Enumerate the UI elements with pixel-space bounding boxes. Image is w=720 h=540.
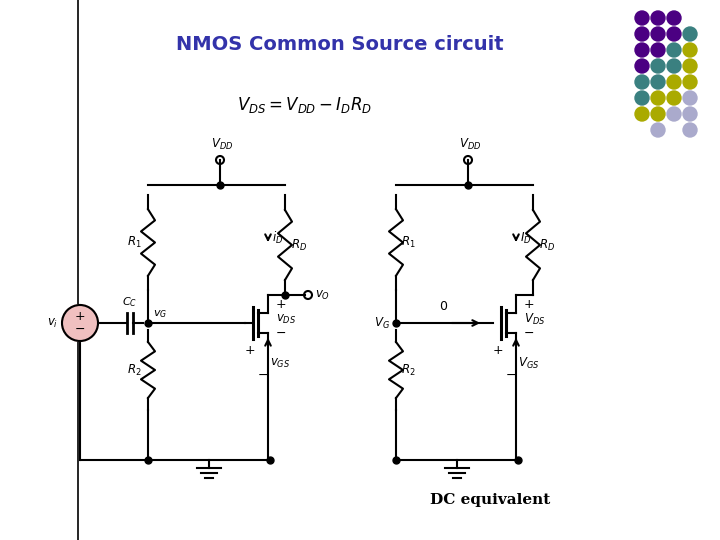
Circle shape [635, 107, 649, 121]
Text: $v_G$: $v_G$ [153, 308, 167, 320]
Circle shape [667, 75, 681, 89]
Text: $0$: $0$ [439, 300, 449, 313]
Circle shape [635, 59, 649, 73]
Circle shape [683, 123, 697, 137]
Text: $R_1$: $R_1$ [127, 235, 142, 250]
Circle shape [667, 59, 681, 73]
Circle shape [683, 43, 697, 57]
Circle shape [62, 305, 98, 341]
Circle shape [635, 27, 649, 41]
Text: $i_D$: $i_D$ [272, 230, 283, 246]
Text: NMOS Common Source circuit: NMOS Common Source circuit [176, 36, 504, 55]
Circle shape [683, 75, 697, 89]
Circle shape [651, 59, 665, 73]
Circle shape [651, 11, 665, 25]
Text: $V_{DS}$: $V_{DS}$ [524, 312, 545, 327]
Text: $C_C$: $C_C$ [122, 295, 138, 309]
Circle shape [667, 91, 681, 105]
Text: $V_{DD}$: $V_{DD}$ [211, 137, 233, 152]
Text: +: + [245, 345, 256, 357]
Text: $v_{DS}$: $v_{DS}$ [276, 313, 296, 326]
Text: +: + [492, 345, 503, 357]
Text: −: − [524, 327, 534, 340]
Circle shape [683, 91, 697, 105]
Circle shape [635, 91, 649, 105]
Text: $R_D$: $R_D$ [539, 238, 555, 253]
Text: $V_{GS}$: $V_{GS}$ [518, 355, 539, 370]
Text: −: − [276, 327, 287, 340]
Circle shape [651, 43, 665, 57]
Circle shape [683, 107, 697, 121]
Circle shape [651, 123, 665, 137]
Text: DC equivalent: DC equivalent [430, 493, 550, 507]
Circle shape [635, 11, 649, 25]
Circle shape [667, 107, 681, 121]
Text: +: + [75, 310, 85, 323]
Circle shape [651, 91, 665, 105]
Circle shape [667, 27, 681, 41]
Text: $v_O$: $v_O$ [315, 288, 330, 301]
Text: $V_G$: $V_G$ [374, 315, 390, 330]
Circle shape [651, 27, 665, 41]
Text: −: − [258, 368, 269, 381]
Text: $R_2$: $R_2$ [401, 362, 415, 377]
Circle shape [667, 11, 681, 25]
Text: $v_{GS}$: $v_{GS}$ [270, 356, 290, 369]
Circle shape [683, 27, 697, 41]
Text: −: − [505, 368, 516, 381]
Text: $V_{DD}$: $V_{DD}$ [459, 137, 481, 152]
Circle shape [683, 59, 697, 73]
Circle shape [651, 75, 665, 89]
Circle shape [667, 43, 681, 57]
Text: $v_i$: $v_i$ [47, 316, 58, 329]
Text: $R_D$: $R_D$ [291, 238, 307, 253]
Text: $R_2$: $R_2$ [127, 362, 142, 377]
Text: $I_D$: $I_D$ [520, 231, 531, 246]
Circle shape [635, 43, 649, 57]
Text: +: + [276, 299, 287, 312]
Text: $V_{DS} = V_{DD} - I_D R_D$: $V_{DS} = V_{DD} - I_D R_D$ [238, 95, 372, 115]
Text: −: − [75, 322, 85, 335]
Circle shape [635, 75, 649, 89]
Circle shape [651, 107, 665, 121]
Text: $R_1$: $R_1$ [401, 235, 415, 250]
Text: +: + [524, 299, 535, 312]
